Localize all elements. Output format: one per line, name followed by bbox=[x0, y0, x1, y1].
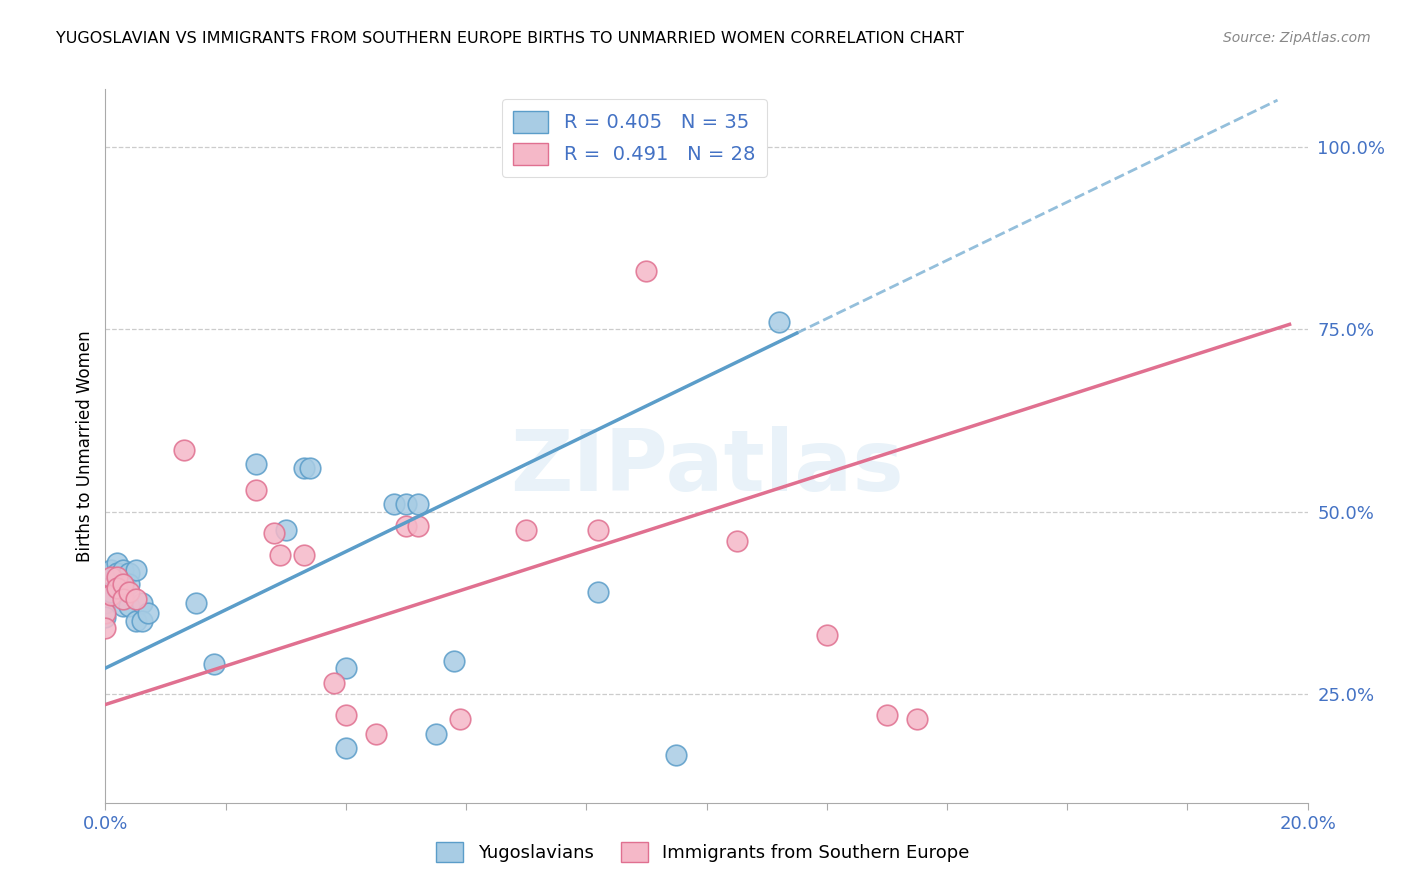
Point bbox=[406, 497, 429, 511]
Point bbox=[112, 563, 135, 577]
Point bbox=[112, 588, 135, 602]
Point bbox=[107, 556, 129, 570]
Point bbox=[815, 628, 838, 642]
Point bbox=[263, 526, 285, 541]
Point bbox=[118, 584, 141, 599]
Point bbox=[364, 726, 387, 740]
Point bbox=[107, 581, 129, 595]
Point bbox=[515, 523, 537, 537]
Point bbox=[136, 607, 159, 621]
Point bbox=[94, 607, 117, 621]
Point bbox=[118, 599, 141, 614]
Point bbox=[395, 519, 418, 533]
Point bbox=[202, 657, 225, 672]
Point bbox=[269, 548, 291, 562]
Point bbox=[100, 563, 122, 577]
Point bbox=[382, 497, 405, 511]
Point bbox=[112, 599, 135, 614]
Point bbox=[112, 591, 135, 606]
Point bbox=[124, 591, 146, 606]
Point bbox=[131, 614, 153, 628]
Point bbox=[335, 741, 357, 756]
Point bbox=[124, 563, 146, 577]
Point bbox=[292, 460, 315, 475]
Point bbox=[100, 570, 122, 584]
Point bbox=[131, 596, 153, 610]
Point bbox=[94, 610, 117, 624]
Point bbox=[905, 712, 928, 726]
Point bbox=[274, 523, 297, 537]
Point bbox=[118, 566, 141, 581]
Point bbox=[449, 712, 471, 726]
Point bbox=[443, 654, 465, 668]
Point bbox=[335, 661, 357, 675]
Point bbox=[425, 726, 447, 740]
Point bbox=[298, 460, 321, 475]
Point bbox=[588, 523, 610, 537]
Point bbox=[636, 264, 658, 278]
Point bbox=[107, 566, 129, 581]
Point bbox=[395, 497, 418, 511]
Legend: R = 0.405   N = 35, R =  0.491   N = 28: R = 0.405 N = 35, R = 0.491 N = 28 bbox=[502, 99, 768, 177]
Y-axis label: Births to Unmarried Women: Births to Unmarried Women bbox=[76, 330, 94, 562]
Point bbox=[768, 315, 790, 329]
Point bbox=[100, 584, 122, 599]
Text: YUGOSLAVIAN VS IMMIGRANTS FROM SOUTHERN EUROPE BIRTHS TO UNMARRIED WOMEN CORRELA: YUGOSLAVIAN VS IMMIGRANTS FROM SOUTHERN … bbox=[56, 31, 965, 46]
Point bbox=[173, 442, 195, 457]
Legend: Yugoslavians, Immigrants from Southern Europe: Yugoslavians, Immigrants from Southern E… bbox=[429, 834, 977, 870]
Point bbox=[322, 675, 344, 690]
Point bbox=[107, 581, 129, 595]
Text: Source: ZipAtlas.com: Source: ZipAtlas.com bbox=[1223, 31, 1371, 45]
Point bbox=[112, 577, 135, 591]
Point bbox=[112, 577, 135, 591]
Point bbox=[725, 533, 748, 548]
Point bbox=[118, 577, 141, 591]
Point bbox=[335, 708, 357, 723]
Point bbox=[124, 614, 146, 628]
Point bbox=[100, 588, 122, 602]
Point bbox=[588, 584, 610, 599]
Point bbox=[94, 621, 117, 635]
Point bbox=[94, 596, 117, 610]
Point bbox=[876, 708, 898, 723]
Point bbox=[245, 457, 267, 471]
Text: ZIPatlas: ZIPatlas bbox=[509, 425, 904, 509]
Point bbox=[245, 483, 267, 497]
Point bbox=[184, 596, 207, 610]
Point bbox=[406, 519, 429, 533]
Point bbox=[107, 570, 129, 584]
Point bbox=[292, 548, 315, 562]
Point bbox=[665, 748, 688, 763]
